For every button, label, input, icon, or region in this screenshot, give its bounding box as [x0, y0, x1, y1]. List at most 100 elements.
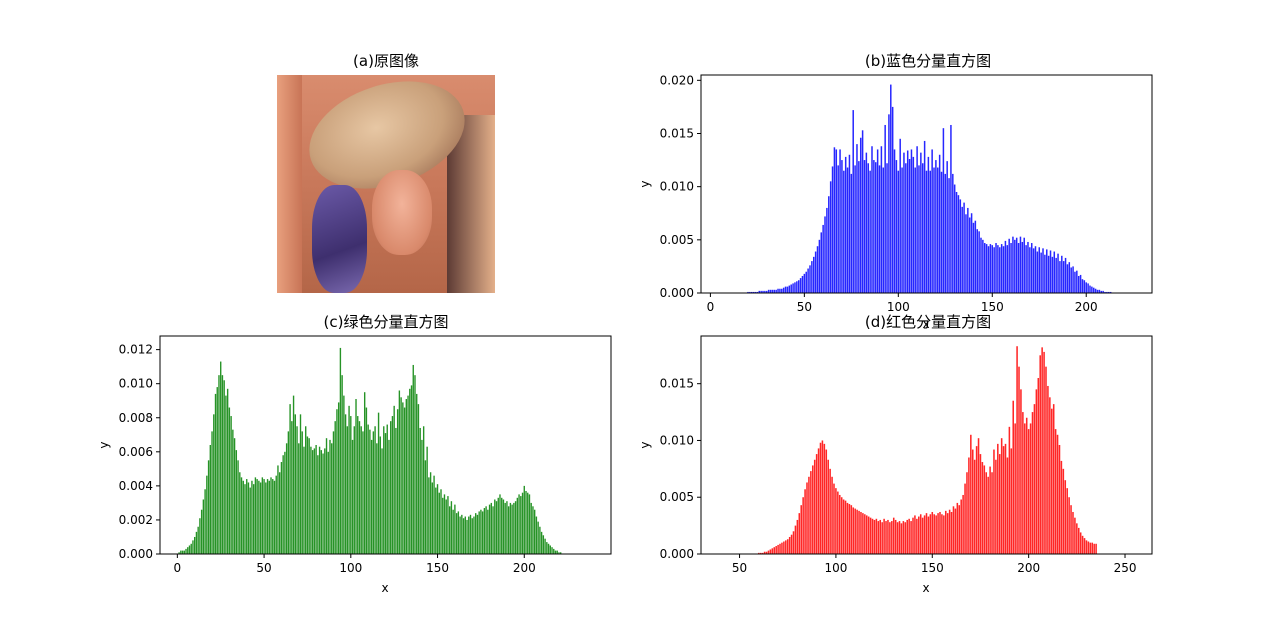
panel-d-bar — [773, 547, 776, 554]
panel-b-bar — [875, 162, 877, 293]
panel-b-bar — [796, 281, 798, 293]
panel-d-bar — [758, 552, 760, 554]
panel-c-bar — [275, 475, 277, 554]
panel-b-bar — [1091, 286, 1093, 293]
panel-d-bar — [958, 505, 961, 554]
panel-c-bar — [520, 496, 522, 554]
panel-d-bar — [821, 440, 824, 554]
panel-d-bar — [985, 472, 988, 554]
panel-c-bar — [360, 426, 362, 554]
panel-b-bar — [963, 202, 965, 293]
panel-b-bar — [846, 167, 849, 293]
panel-c-bar — [461, 514, 463, 554]
panel-b-bar — [1066, 264, 1069, 293]
panel-c-bar — [315, 445, 317, 554]
panel-c-bar — [558, 552, 560, 554]
panel-c-bar — [199, 518, 201, 554]
panel-d-bar — [989, 466, 991, 554]
panel-b-bar — [1004, 240, 1007, 293]
panel-a-title: (a)原图像 — [353, 52, 419, 70]
panel-b-bar — [995, 243, 997, 293]
panel-d-bar — [829, 468, 831, 554]
panel-c-bar — [214, 393, 217, 554]
panel-c-bar — [540, 531, 543, 554]
panel-c-bar — [433, 475, 435, 554]
panel-d-bar — [950, 511, 953, 554]
panel-c-bar — [483, 508, 486, 554]
panel-c-bar — [556, 550, 558, 554]
panel-b-bar — [781, 288, 783, 293]
panel-c-bar — [252, 484, 255, 554]
panel-b-bar — [1023, 237, 1025, 293]
panel-d-bar — [910, 521, 912, 554]
panel-d-bar — [844, 500, 847, 554]
panel-c-bar — [386, 424, 388, 554]
panel-d-bar — [1068, 497, 1070, 554]
panel-c-bar — [428, 477, 430, 554]
panel-d-bar — [842, 499, 845, 554]
panel-c-bar — [495, 501, 498, 554]
panel-b-bar — [762, 290, 764, 293]
panel-c-bar — [475, 513, 477, 555]
panel-d-bar — [827, 459, 829, 554]
panel-c-bar — [318, 446, 321, 554]
panel-c-bar — [204, 489, 206, 554]
panel-d-bar — [1018, 366, 1020, 554]
panel-c-bar — [322, 453, 324, 554]
panel-d-bar — [1062, 468, 1065, 554]
panel-b-bar — [843, 170, 845, 293]
panel-b-bar — [927, 156, 930, 293]
panel-c-bar — [358, 421, 361, 554]
panel-c-bar — [409, 388, 411, 554]
panel-c-bar — [303, 446, 305, 554]
panel-d-xtick-label: 250 — [1114, 561, 1137, 575]
panel-b-bar — [1059, 261, 1061, 293]
panel-c-bar — [272, 479, 274, 554]
panel-d-bar — [891, 521, 893, 554]
panel-b-bar — [1085, 282, 1087, 293]
panel-c-bar — [376, 443, 378, 554]
panel-c-bar — [332, 431, 335, 555]
panel-b-ytick-label: 0.005 — [660, 233, 694, 247]
panel-d-bar — [929, 514, 932, 554]
panel-b-bar — [760, 290, 762, 293]
panel-b-bar — [1040, 252, 1042, 293]
panel-c-bar — [554, 550, 557, 554]
panel-c-bar — [298, 443, 300, 554]
panel-d-bar — [800, 505, 802, 554]
panel-b-bar — [1076, 270, 1078, 293]
panel-d-bar — [991, 472, 993, 554]
panel-d-bar — [918, 516, 920, 554]
panel-b-bar — [1051, 256, 1054, 293]
panel-d-bar — [1002, 446, 1005, 554]
panel-b-bar — [905, 163, 907, 293]
panel-d-bar — [785, 540, 787, 555]
panel-b-bar — [1062, 261, 1065, 293]
panel-d-ylabel: y — [638, 441, 652, 448]
panel-d-bar — [1079, 532, 1082, 554]
panel-b-bar — [916, 146, 918, 293]
panel-b-bar — [968, 217, 971, 293]
panel-b-bar — [1108, 291, 1110, 293]
panel-c-bar — [457, 511, 460, 554]
panel-c-bar — [235, 450, 238, 554]
panel-c-xticks: 0 50 100 150 200 — [174, 554, 536, 575]
panel-b-bar — [1029, 247, 1031, 293]
panel-b-bar — [884, 124, 886, 293]
panel-d-bar — [902, 521, 905, 554]
panel-b-bar — [1017, 243, 1020, 293]
panel-b-bar — [769, 289, 772, 293]
panel-d-bar — [906, 519, 908, 554]
panel-c-ytick-label: 0.012 — [119, 343, 153, 357]
panel-b-bar — [799, 278, 802, 293]
panel-d-bar — [777, 544, 779, 554]
panel-b-bar — [784, 286, 787, 293]
panel-c-bar — [546, 542, 548, 554]
panel-d-bar — [975, 446, 978, 554]
panel-b-bar — [993, 247, 995, 293]
panel-d-bar — [1029, 423, 1032, 554]
panel-d-bar — [1093, 543, 1095, 554]
panel-c-bar — [311, 450, 314, 554]
panel-c-bar — [190, 543, 192, 554]
panel-b-bar — [750, 291, 753, 293]
